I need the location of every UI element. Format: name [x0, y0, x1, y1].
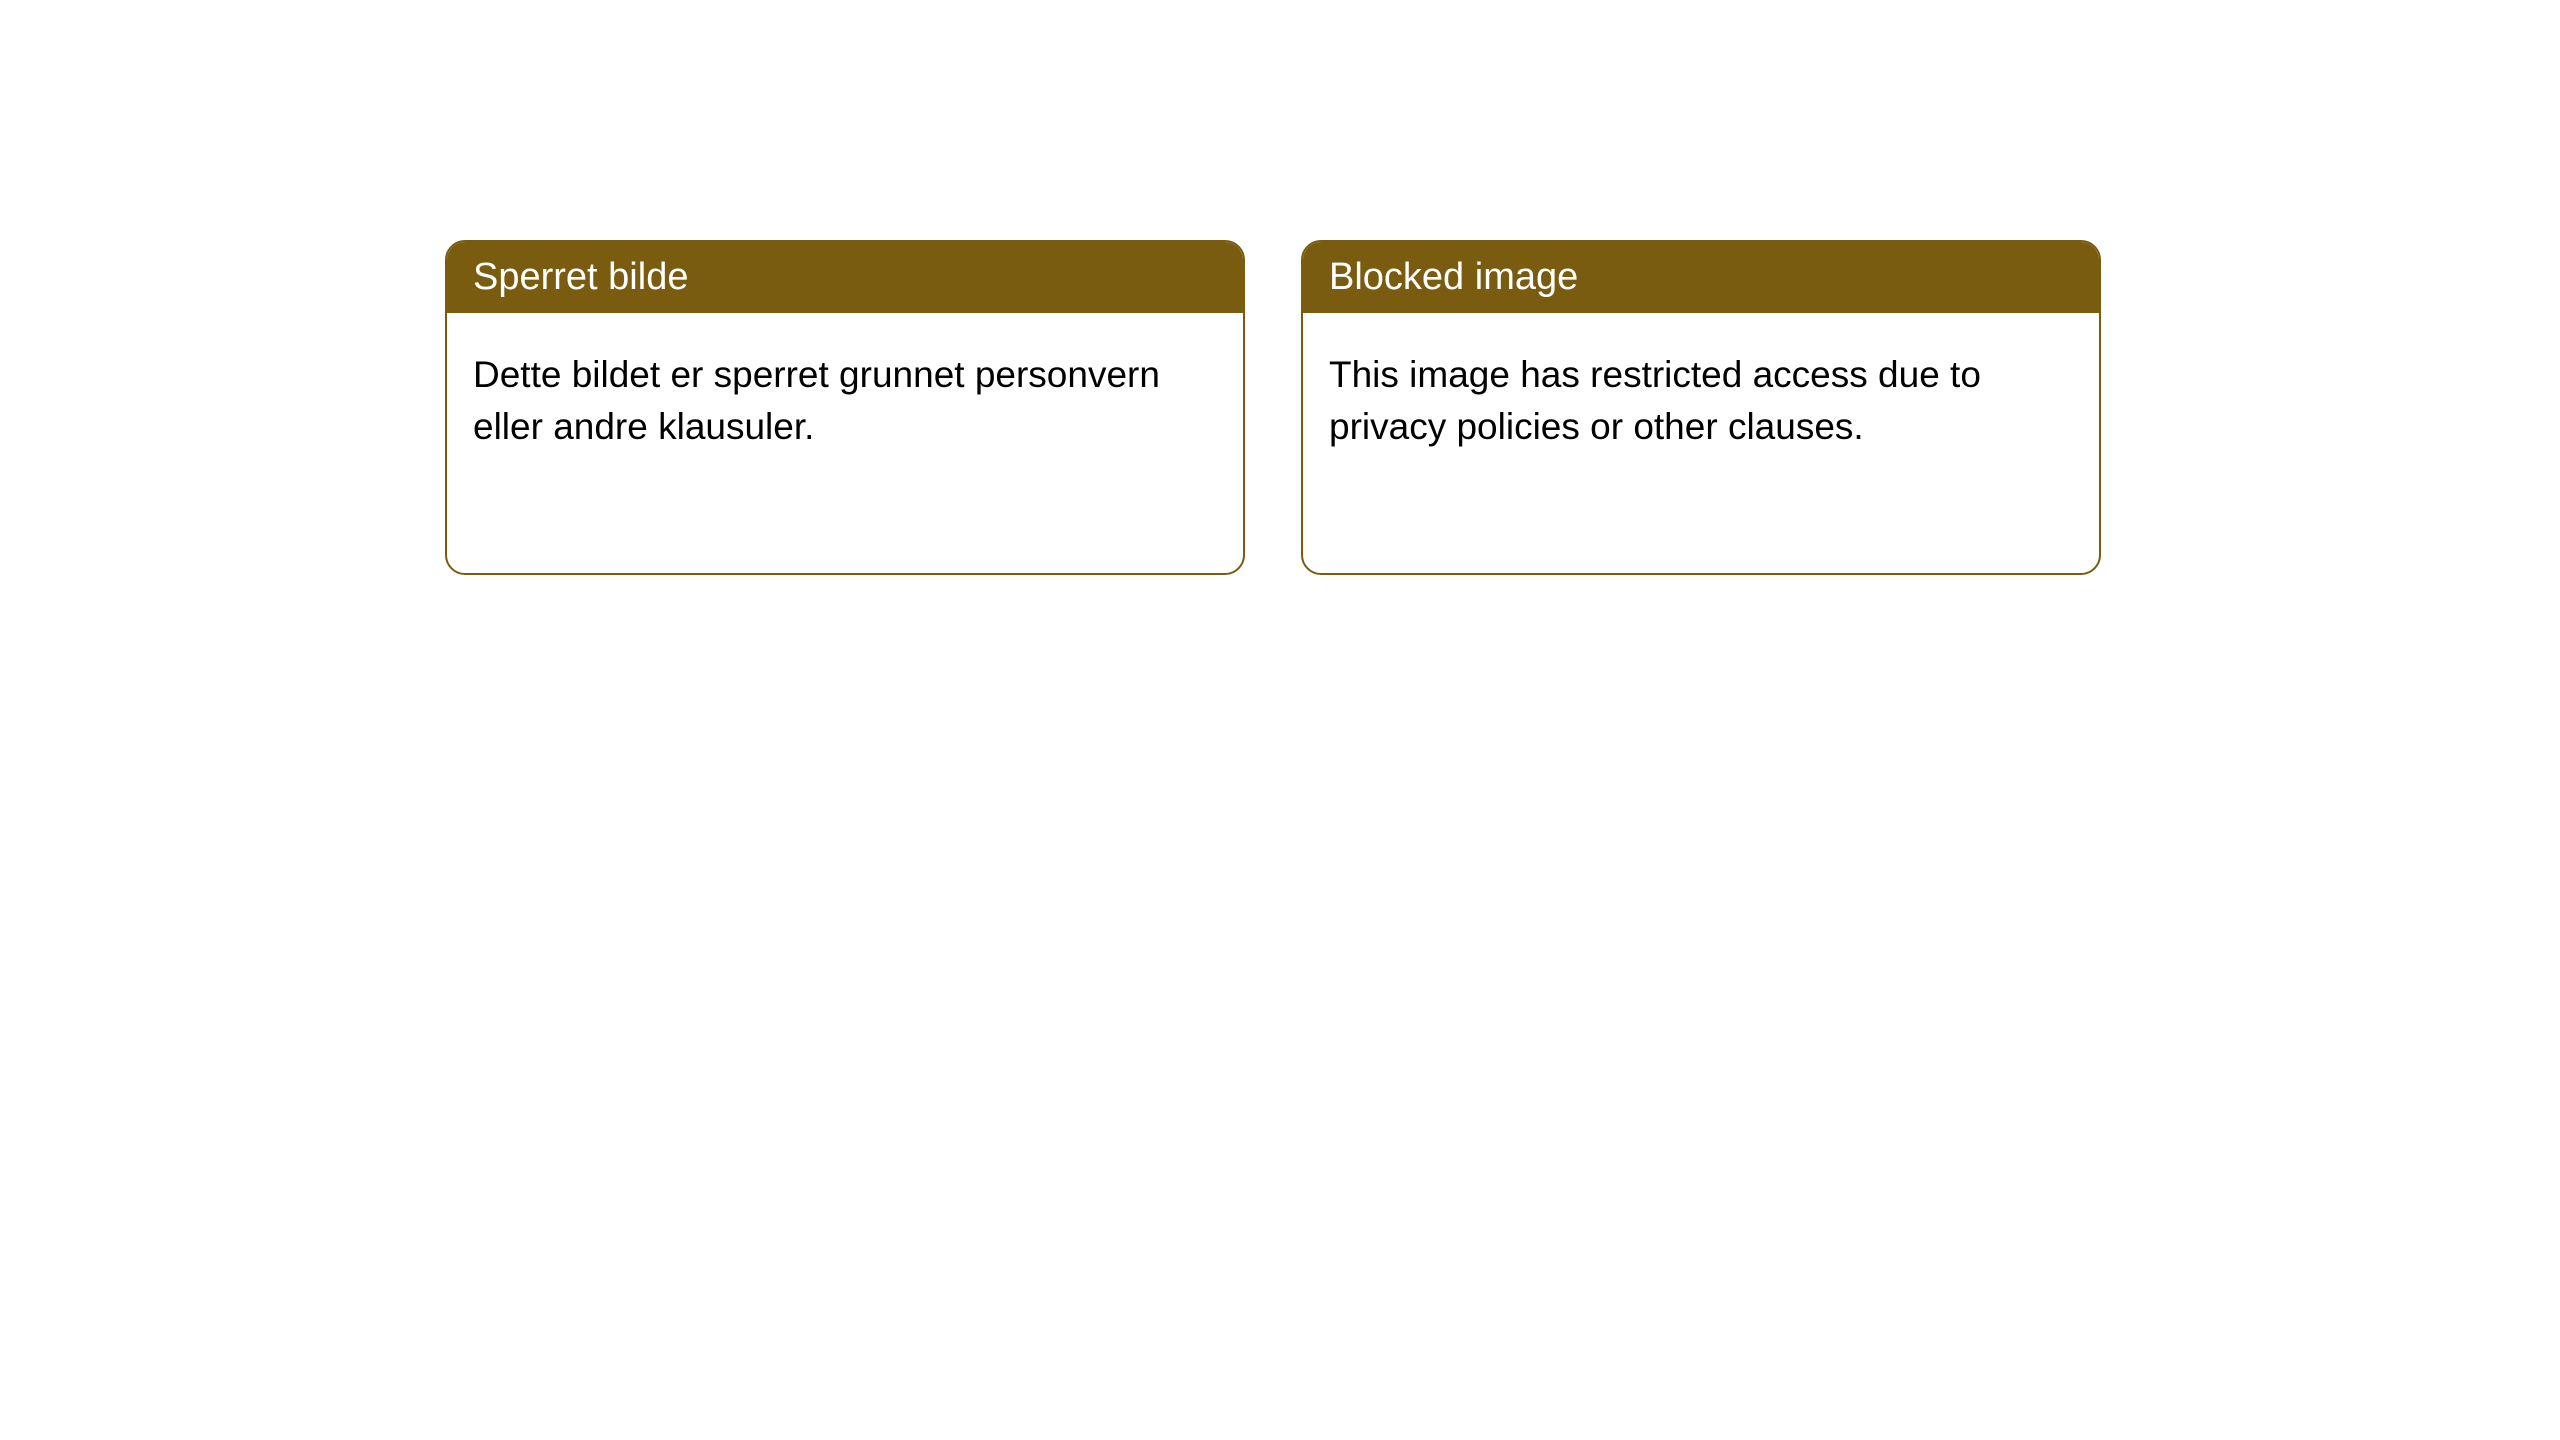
- notice-panel-english: Blocked image This image has restricted …: [1301, 240, 2101, 575]
- panel-title: Sperret bilde: [447, 242, 1243, 313]
- panel-title: Blocked image: [1303, 242, 2099, 313]
- notice-panels-container: Sperret bilde Dette bildet er sperret gr…: [445, 240, 2101, 575]
- panel-body-text: Dette bildet er sperret grunnet personve…: [447, 313, 1243, 489]
- notice-panel-norwegian: Sperret bilde Dette bildet er sperret gr…: [445, 240, 1245, 575]
- panel-body-text: This image has restricted access due to …: [1303, 313, 2099, 489]
